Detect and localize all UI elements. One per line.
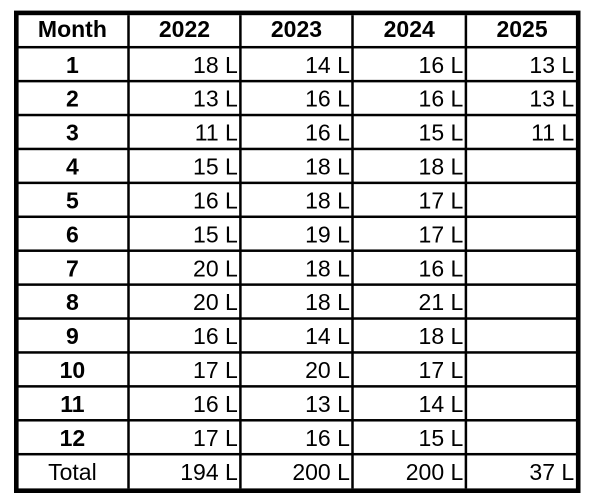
svg-text:194 L: 194 L xyxy=(180,459,238,485)
svg-text:2023: 2023 xyxy=(271,16,322,42)
svg-text:Month: Month xyxy=(38,16,107,42)
svg-text:13 L: 13 L xyxy=(305,391,350,417)
svg-text:3: 3 xyxy=(66,120,79,146)
svg-text:16 L: 16 L xyxy=(419,255,464,281)
svg-text:20 L: 20 L xyxy=(193,289,238,315)
svg-text:16 L: 16 L xyxy=(419,52,464,78)
svg-text:9: 9 xyxy=(66,323,79,349)
svg-text:13 L: 13 L xyxy=(193,86,238,112)
svg-text:37 L: 37 L xyxy=(529,459,574,485)
svg-text:17 L: 17 L xyxy=(419,357,464,383)
svg-text:14 L: 14 L xyxy=(305,323,350,349)
svg-text:18 L: 18 L xyxy=(419,154,464,180)
svg-text:15 L: 15 L xyxy=(419,425,464,451)
svg-text:20 L: 20 L xyxy=(305,357,350,383)
svg-text:6: 6 xyxy=(66,221,79,247)
svg-text:2025: 2025 xyxy=(496,16,547,42)
svg-text:17 L: 17 L xyxy=(193,357,238,383)
svg-text:18 L: 18 L xyxy=(419,323,464,349)
svg-text:15 L: 15 L xyxy=(193,221,238,247)
svg-text:14 L: 14 L xyxy=(419,391,464,417)
svg-text:20 L: 20 L xyxy=(193,255,238,281)
svg-text:18 L: 18 L xyxy=(193,52,238,78)
svg-text:2024: 2024 xyxy=(384,16,435,42)
svg-text:21 L: 21 L xyxy=(419,289,464,315)
svg-text:11 L: 11 L xyxy=(195,120,238,146)
svg-text:16 L: 16 L xyxy=(305,425,350,451)
svg-text:2: 2 xyxy=(66,86,79,112)
svg-text:18 L: 18 L xyxy=(305,289,350,315)
svg-text:18 L: 18 L xyxy=(305,255,350,281)
svg-text:17 L: 17 L xyxy=(193,425,238,451)
svg-text:14 L: 14 L xyxy=(305,52,350,78)
svg-text:19 L: 19 L xyxy=(305,221,350,247)
svg-text:7: 7 xyxy=(66,255,79,281)
svg-text:16 L: 16 L xyxy=(193,187,238,213)
svg-text:10: 10 xyxy=(60,357,86,383)
svg-text:Total: Total xyxy=(48,459,97,485)
svg-text:200 L: 200 L xyxy=(406,459,464,485)
svg-text:16 L: 16 L xyxy=(305,86,350,112)
svg-text:15 L: 15 L xyxy=(193,154,238,180)
svg-text:16 L: 16 L xyxy=(193,323,238,349)
svg-text:11 L: 11 L xyxy=(531,120,574,146)
svg-text:12: 12 xyxy=(60,425,86,451)
svg-text:200 L: 200 L xyxy=(292,459,350,485)
svg-text:18 L: 18 L xyxy=(305,154,350,180)
svg-text:8: 8 xyxy=(66,289,79,315)
svg-text:5: 5 xyxy=(66,187,79,213)
svg-text:18 L: 18 L xyxy=(305,187,350,213)
svg-text:13 L: 13 L xyxy=(529,86,574,112)
svg-text:16 L: 16 L xyxy=(193,391,238,417)
svg-text:2022: 2022 xyxy=(159,16,210,42)
svg-text:4: 4 xyxy=(66,154,79,180)
svg-text:17 L: 17 L xyxy=(419,187,464,213)
svg-text:16 L: 16 L xyxy=(419,86,464,112)
svg-text:13 L: 13 L xyxy=(529,52,574,78)
svg-text:16 L: 16 L xyxy=(305,120,350,146)
svg-text:1: 1 xyxy=(66,52,79,78)
svg-text:15 L: 15 L xyxy=(419,120,464,146)
svg-text:11: 11 xyxy=(60,391,85,417)
svg-text:17 L: 17 L xyxy=(419,221,464,247)
